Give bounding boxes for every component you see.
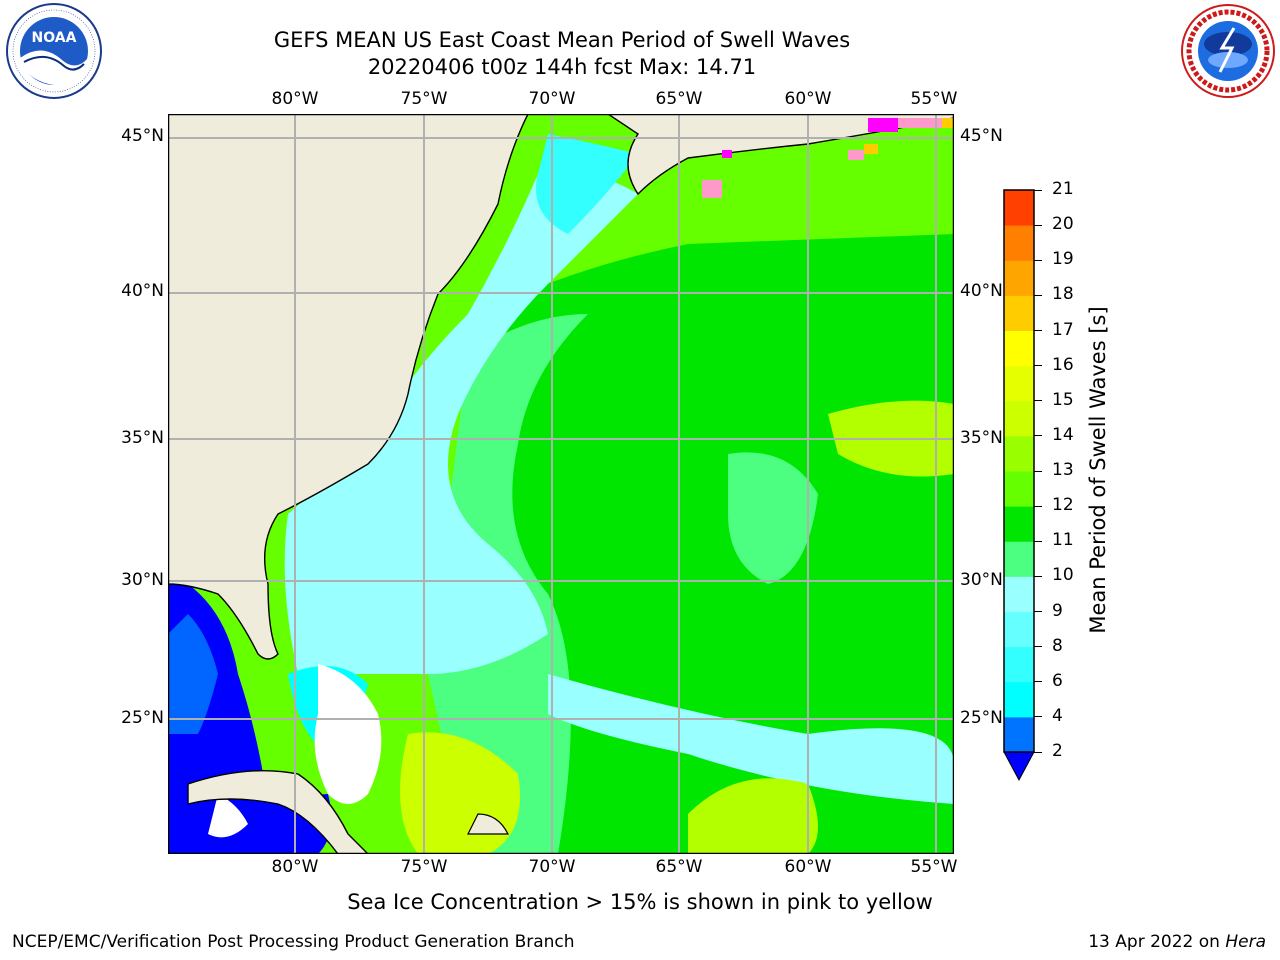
colorbar-tick-label: 11: [1052, 530, 1074, 551]
swell-zone-10s-mid: [728, 452, 818, 584]
sea-ice-patches: [702, 118, 954, 198]
colorbar-tick-mark: [1034, 330, 1042, 331]
colorbar-tick-label: 12: [1052, 495, 1074, 516]
lat-label-right: 30°N: [960, 570, 1003, 590]
colorbar-segment: [1004, 365, 1034, 402]
lon-label-bottom: 75°W: [400, 857, 448, 877]
lon-label-top: 60°W: [784, 89, 832, 109]
colorbar-tick-mark: [1034, 646, 1042, 648]
colorbar-segment: [1004, 681, 1034, 718]
colorbar-tick-mark: [1034, 294, 1042, 296]
colorbar-tick-label: 6: [1052, 670, 1063, 691]
colorbar-tick-label: 19: [1052, 249, 1074, 270]
colorbar-segment: [1004, 295, 1034, 331]
colorbar-tick-mark: [1034, 681, 1042, 683]
land-north-america: [168, 114, 529, 660]
credit-text: NCEP/EMC/Verification Post Processing Pr…: [12, 932, 575, 952]
colorbar-segment: [1004, 435, 1034, 472]
lon-label-top: 80°W: [271, 89, 319, 109]
lat-label-left: 40°N: [121, 281, 164, 301]
land-hispaniola: [467, 813, 509, 835]
colorbar-tick-label: 10: [1052, 565, 1074, 586]
swell-zone-12s-southeast: [688, 778, 818, 854]
colorbar-tick-mark: [1034, 540, 1042, 542]
colorbar-segment: [1004, 506, 1034, 542]
graticule: [168, 114, 954, 854]
lat-label-left: 30°N: [121, 570, 164, 590]
noaa-logo-text: NOAA: [32, 30, 77, 46]
lat-label-right: 35°N: [960, 428, 1003, 448]
colorbar-segment: [1004, 471, 1034, 507]
lat-label-left: 25°N: [121, 708, 164, 728]
colorbar-tick-label: 2: [1052, 741, 1063, 761]
colorbar-tick-mark: [1034, 716, 1042, 718]
colorbar-tick-label: 16: [1052, 354, 1074, 375]
lat-label-left: 35°N: [121, 428, 164, 448]
colorbar-tick-label: 14: [1052, 424, 1074, 445]
swell-zone-8s-north: [536, 134, 638, 234]
noaa-logo: NOAA: [6, 3, 102, 99]
lon-label-top: 55°W: [910, 89, 958, 109]
lon-label-top: 70°W: [528, 89, 576, 109]
colorbar-tick-mark: [1034, 259, 1042, 261]
lon-label-bottom: 55°W: [910, 857, 958, 877]
sea-ice-note: Sea Ice Concentration > 15% is shown in …: [0, 890, 1280, 914]
lon-label-bottom: 80°W: [271, 857, 319, 877]
colorbar-segment: [1004, 190, 1034, 226]
swell-period-map: [168, 114, 954, 854]
colorbar-segment: [1004, 646, 1034, 683]
colorbar-tick-mark: [1034, 224, 1042, 226]
sea-ice-note-text: Sea Ice Concentration > 15% is shown in …: [347, 890, 933, 914]
colorbar-segment: [1004, 400, 1034, 437]
colorbar-tick-mark: [1034, 365, 1042, 367]
swell-zone-9s-south: [548, 674, 954, 804]
colorbar-tick-label: 17: [1052, 319, 1074, 340]
colorbar-extend-arrow: [1003, 751, 1035, 782]
lat-label-right: 45°N: [960, 126, 1003, 146]
map-subtitle: 20220406 t00z 144h fcst Max: 14.71: [367, 55, 757, 79]
nws-logo: [1181, 4, 1275, 98]
machine-name: Hera: [1225, 932, 1266, 952]
colorbar-title: Mean Period of Swell Waves [s]: [1086, 306, 1110, 634]
colorbar-tick-mark: [1034, 751, 1042, 753]
swell-zone-9s: [284, 171, 638, 674]
colorbar-tick-label: 18: [1052, 284, 1074, 305]
no-data-bank: [314, 664, 382, 804]
colorbar-segment: [1004, 576, 1034, 612]
land-cuba: [187, 769, 369, 854]
colorbar-tick-mark: [1034, 575, 1042, 577]
colorbar-tick-mark: [1034, 611, 1042, 612]
colorbar-tick-mark: [1034, 505, 1042, 507]
lon-label-top: 75°W: [400, 89, 448, 109]
colorbar-tick-label: 9: [1052, 600, 1063, 621]
colorbar-tick-label: 8: [1052, 635, 1063, 656]
date-stamp: 13 Apr 2022 on Hera: [1088, 932, 1266, 952]
colorbar-segment: [1004, 260, 1034, 296]
lat-label-right: 40°N: [960, 281, 1003, 301]
colorbar-segment: [1004, 611, 1034, 648]
map-title: GEFS MEAN US East Coast Mean Period of S…: [273, 28, 851, 52]
colorbar-tick-mark: [1034, 189, 1042, 191]
lon-label-top: 65°W: [655, 89, 703, 109]
date-text: 13 Apr 2022 on: [1088, 932, 1226, 952]
colorbar-segment: [1004, 541, 1034, 577]
colorbar-segment: [1004, 225, 1034, 261]
colorbar-tick-label: 20: [1052, 214, 1074, 235]
lon-label-bottom: 70°W: [528, 857, 576, 877]
colorbar: [1003, 189, 1035, 782]
colorbar-segment: [1004, 330, 1034, 367]
colorbar-tick-mark: [1034, 435, 1042, 437]
colorbar-tick-label: 13: [1052, 460, 1074, 480]
colorbar-tick-mark: [1034, 470, 1042, 472]
lon-label-bottom: 65°W: [655, 857, 703, 877]
colorbar-segment: [1004, 716, 1034, 753]
colorbar-tick-label: 21: [1052, 179, 1074, 199]
lat-label-left: 45°N: [121, 126, 164, 146]
colorbar-tick-mark: [1034, 400, 1042, 402]
colorbar-tick-label: 4: [1052, 705, 1063, 726]
lat-label-right: 25°N: [960, 708, 1003, 728]
colorbar-tick-label: 15: [1052, 389, 1074, 410]
lon-label-bottom: 60°W: [784, 857, 832, 877]
